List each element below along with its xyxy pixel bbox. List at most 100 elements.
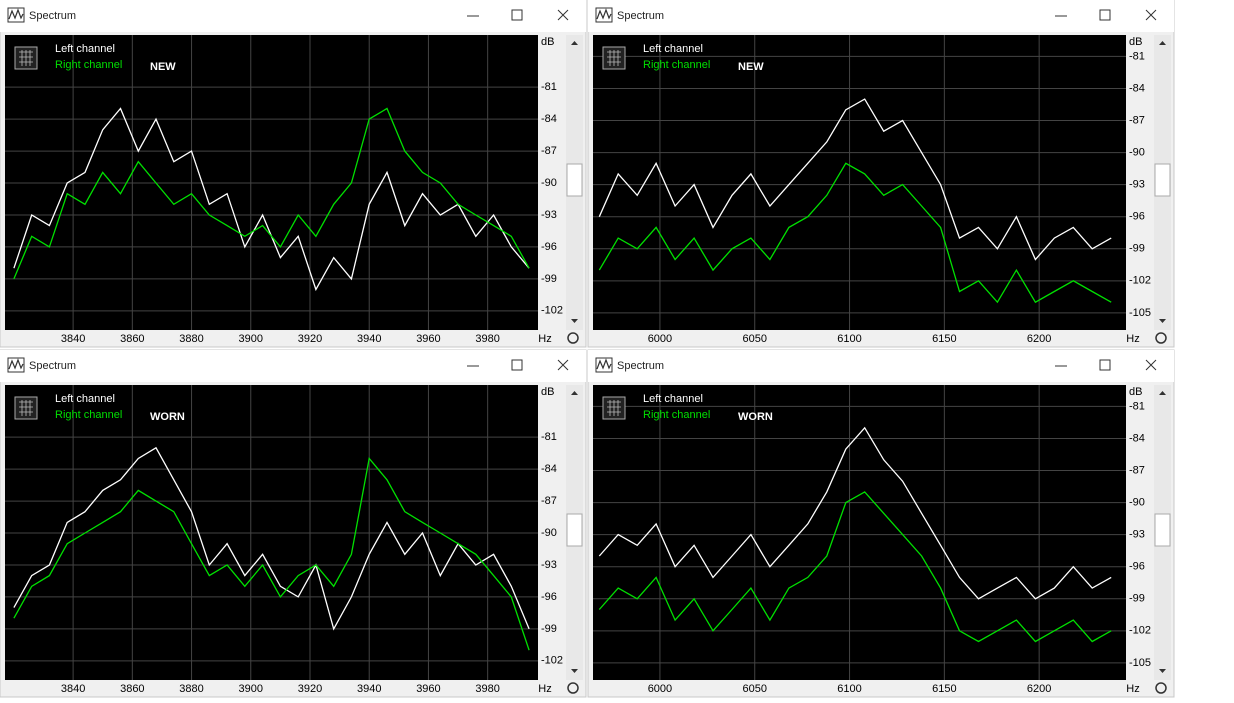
x-tick-label: 3880	[179, 333, 203, 345]
y-tick-label: -81	[1129, 400, 1145, 412]
title-bar	[588, 350, 1174, 382]
x-tick-label: 3840	[61, 333, 85, 345]
plot-area	[593, 35, 1126, 330]
x-tick-label: 6100	[837, 683, 861, 695]
legend-icon-grid	[19, 400, 33, 416]
y-axis-unit: dB	[541, 386, 554, 398]
scroll-up[interactable]	[571, 391, 578, 395]
y-tick-label: -99	[541, 273, 557, 285]
x-tick-label: 6150	[932, 683, 956, 695]
x-axis-unit: Hz	[1126, 683, 1139, 695]
scroll-up[interactable]	[1159, 391, 1166, 395]
y-tick-label: -84	[541, 113, 557, 125]
spectrum-line	[13, 446, 530, 631]
zoom-button[interactable]	[567, 332, 579, 344]
y-tick-label: -96	[541, 241, 557, 253]
scroll-down[interactable]	[571, 319, 578, 323]
maximize-button[interactable]	[1099, 9, 1111, 21]
x-tick-label: 3900	[239, 333, 263, 345]
legend-icon-grid	[607, 50, 621, 66]
y-tick-label: -93	[541, 209, 557, 221]
x-tick-label: 3980	[475, 683, 499, 695]
y-tick-label: -87	[1129, 464, 1145, 476]
window-title: Spectrum	[29, 10, 76, 22]
x-tick-label: 3860	[120, 333, 144, 345]
x-tick-label: 6050	[742, 333, 766, 345]
y-tick-label: -87	[541, 495, 557, 507]
spectrum-line	[598, 98, 1112, 261]
scroll-thumb[interactable]	[1154, 513, 1171, 547]
y-tick-label: -84	[1129, 82, 1145, 94]
spectrum-line	[598, 162, 1112, 304]
y-tick-label: -102	[1129, 275, 1151, 287]
x-tick-label: 6000	[648, 683, 672, 695]
scroll-thumb[interactable]	[1154, 163, 1171, 197]
y-tick-label: -99	[1129, 243, 1145, 255]
maximize-button[interactable]	[511, 359, 523, 371]
y-tick-label: -93	[1129, 529, 1145, 541]
y-tick-label: -93	[1129, 179, 1145, 191]
title-bar	[0, 350, 586, 382]
maximize-button[interactable]	[1099, 359, 1111, 371]
app-icon-wave	[8, 8, 24, 20]
window: Spectrum 3840 3860 3880 3900 3920 3940 3960 3980…	[0, 349, 587, 698]
scroll-down[interactable]	[1159, 319, 1166, 323]
zoom-button[interactable]	[567, 682, 579, 694]
x-tick-label: 3960	[416, 683, 440, 695]
plot-area	[5, 35, 538, 330]
y-tick-label: -81	[1129, 50, 1145, 62]
scroll-up[interactable]	[1159, 41, 1166, 45]
close-button[interactable]	[557, 9, 569, 21]
y-tick-label: -105	[1129, 657, 1151, 669]
spectrum-line	[13, 107, 530, 280]
legend-entry: Left channel	[643, 393, 703, 405]
y-tick-label: -84	[541, 463, 557, 475]
y-tick-label: -96	[1129, 211, 1145, 223]
y-axis-unit: dB	[1129, 36, 1142, 48]
title-bar	[0, 0, 586, 32]
x-tick-label: 3920	[298, 683, 322, 695]
legend-entry: Right channel	[643, 409, 710, 421]
scroll-thumb[interactable]	[566, 513, 583, 547]
zoom-button[interactable]	[1155, 332, 1167, 344]
scroll-thumb[interactable]	[566, 163, 583, 197]
y-tick-label: -102	[1129, 625, 1151, 637]
condition-label: NEW	[738, 61, 764, 73]
legend-entry: Left channel	[55, 43, 115, 55]
legend-icon-grid	[19, 50, 33, 66]
zoom-button[interactable]	[1155, 682, 1167, 694]
x-tick-label: 3860	[120, 683, 144, 695]
scroll-down[interactable]	[1159, 669, 1166, 673]
close-button[interactable]	[1145, 9, 1157, 21]
y-axis-unit: dB	[1129, 386, 1142, 398]
y-tick-label: -99	[1129, 593, 1145, 605]
y-tick-label: -81	[541, 431, 557, 443]
window: Spectrum 6000 6050 6100 6150 6200 -81 -84 -87 -90…	[587, 0, 1175, 348]
x-tick-label: 6100	[837, 333, 861, 345]
x-tick-label: 6150	[932, 333, 956, 345]
x-tick-label: 3940	[357, 333, 381, 345]
legend-entry: Right channel	[643, 59, 710, 71]
maximize-button[interactable]	[511, 9, 523, 21]
y-tick-label: -102	[541, 655, 563, 667]
y-axis-unit: dB	[541, 36, 554, 48]
condition-label: NEW	[150, 61, 176, 73]
x-tick-label: 3940	[357, 683, 381, 695]
window-title: Spectrum	[617, 360, 664, 372]
spectrum-line	[598, 491, 1112, 643]
legend-entry: Left channel	[643, 43, 703, 55]
x-axis-unit: Hz	[1126, 333, 1139, 345]
y-tick-label: -90	[1129, 496, 1145, 508]
close-button[interactable]	[1145, 359, 1157, 371]
app-icon-wave	[596, 8, 612, 20]
scroll-down[interactable]	[571, 669, 578, 673]
x-axis-unit: Hz	[538, 333, 551, 345]
scroll-up[interactable]	[571, 41, 578, 45]
x-tick-label: 6000	[648, 333, 672, 345]
y-tick-label: -87	[1129, 114, 1145, 126]
x-axis-unit: Hz	[538, 683, 551, 695]
x-tick-label: 3900	[239, 683, 263, 695]
legend-entry: Right channel	[55, 409, 122, 421]
close-button[interactable]	[557, 359, 569, 371]
